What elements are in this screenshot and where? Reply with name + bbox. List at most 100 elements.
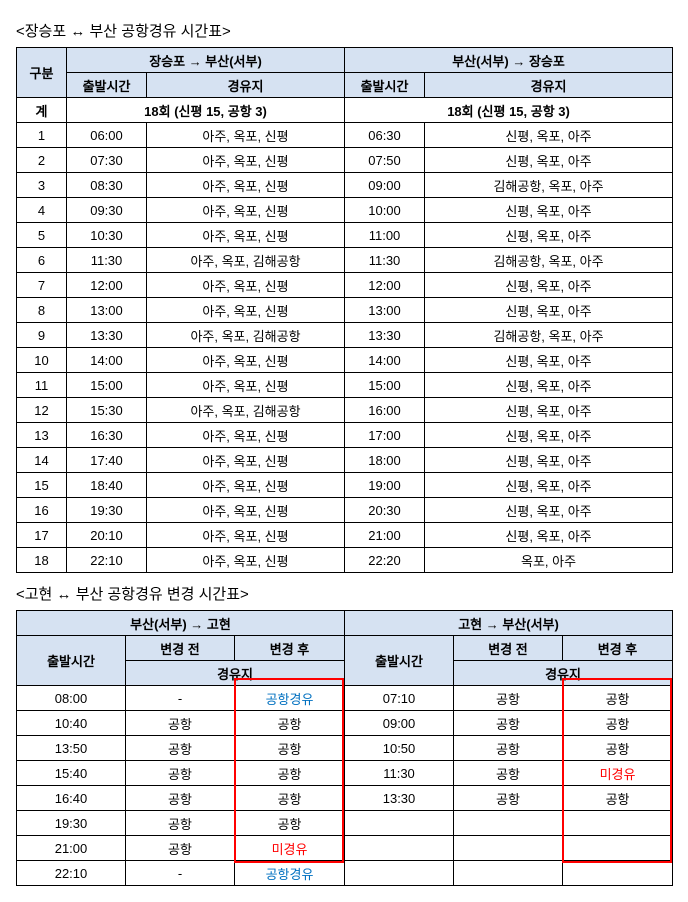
- cell: 10:40: [17, 711, 126, 736]
- cell: [563, 811, 673, 836]
- schedule-table-2: 부산(서부) → 고현 고현 → 부산(서부) 출발시간 변경 전 변경 후 출…: [16, 610, 673, 886]
- cell: 공항: [235, 761, 345, 786]
- cell: 신평, 옥포, 아주: [425, 423, 673, 448]
- col-depart2: 출발시간: [345, 73, 425, 98]
- cell: 11:00: [345, 223, 425, 248]
- table-row: 106:00아주, 옥포, 신평06:30신평, 옥포, 아주: [17, 123, 673, 148]
- cell: 김해공항, 옥포, 아주: [425, 173, 673, 198]
- cell: 12:00: [67, 273, 147, 298]
- t2-dir1: 부산(서부) → 고현: [17, 611, 345, 636]
- cell: 신평, 옥포, 아주: [425, 223, 673, 248]
- cell: 공항: [454, 736, 563, 761]
- cell: 13:30: [345, 786, 454, 811]
- cell: -: [126, 861, 235, 886]
- cell: 공항: [126, 836, 235, 861]
- cell: 아주, 옥포, 김해공항: [147, 398, 345, 423]
- cell: 아주, 옥포, 신평: [147, 498, 345, 523]
- cell: 아주, 옥포, 김해공항: [147, 248, 345, 273]
- cell: 15:00: [67, 373, 147, 398]
- t2-via1: 경유지: [126, 661, 345, 686]
- cell: 신평, 옥포, 아주: [425, 148, 673, 173]
- cell: 17:40: [67, 448, 147, 473]
- t2-via2: 경유지: [454, 661, 673, 686]
- cell: 21:00: [17, 836, 126, 861]
- table-row: 22:10-공항경유: [17, 861, 673, 886]
- cell: 13:00: [67, 298, 147, 323]
- cell: 공항경유: [235, 686, 345, 711]
- cell: 17: [17, 523, 67, 548]
- cell: 2: [17, 148, 67, 173]
- table-row: 913:30아주, 옥포, 김해공항13:30김해공항, 옥포, 아주: [17, 323, 673, 348]
- cell: 09:00: [345, 711, 454, 736]
- cell: 18: [17, 548, 67, 573]
- cell: 아주, 옥포, 신평: [147, 273, 345, 298]
- table-row: 13:50공항공항10:50공항공항: [17, 736, 673, 761]
- t2-after1: 변경 후: [235, 636, 345, 661]
- cell: 15:40: [17, 761, 126, 786]
- table-row: 1822:10아주, 옥포, 신평22:20옥포, 아주: [17, 548, 673, 573]
- t2-depart1: 출발시간: [17, 636, 126, 686]
- table-row: 207:30아주, 옥포, 신평07:50신평, 옥포, 아주: [17, 148, 673, 173]
- cell: 신평, 옥포, 아주: [425, 123, 673, 148]
- cell: 미경유: [235, 836, 345, 861]
- cell: 공항경유: [235, 861, 345, 886]
- t2-before1: 변경 전: [126, 636, 235, 661]
- cell: 10:00: [345, 198, 425, 223]
- cell-gae: 계: [17, 98, 67, 123]
- cell: 18:00: [345, 448, 425, 473]
- cell: 공항: [126, 761, 235, 786]
- table-row: 1215:30아주, 옥포, 김해공항16:00신평, 옥포, 아주: [17, 398, 673, 423]
- cell: 3: [17, 173, 67, 198]
- cell: 아주, 옥포, 김해공항: [147, 323, 345, 348]
- col-dir1: 장승포 → 부산(서부): [67, 48, 345, 73]
- cell: 8: [17, 298, 67, 323]
- table-row: 15:40공항공항11:30공항미경유: [17, 761, 673, 786]
- table-row: 1316:30아주, 옥포, 신평17:00신평, 옥포, 아주: [17, 423, 673, 448]
- table-row: 1619:30아주, 옥포, 신평20:30신평, 옥포, 아주: [17, 498, 673, 523]
- cell: 12:00: [345, 273, 425, 298]
- cell: 공항: [454, 761, 563, 786]
- t2-depart2: 출발시간: [345, 636, 454, 686]
- table-row: 409:30아주, 옥포, 신평10:00신평, 옥포, 아주: [17, 198, 673, 223]
- cell: 아주, 옥포, 신평: [147, 423, 345, 448]
- cell: 공항: [126, 811, 235, 836]
- col-depart1: 출발시간: [67, 73, 147, 98]
- table-row: 21:00공항미경유: [17, 836, 673, 861]
- cell: 14:00: [345, 348, 425, 373]
- cell: 아주, 옥포, 신평: [147, 548, 345, 573]
- cell: 공항: [563, 711, 673, 736]
- cell-summary2: 18회 (신평 15, 공항 3): [345, 98, 673, 123]
- cell: 아주, 옥포, 신평: [147, 448, 345, 473]
- cell: 공항: [126, 736, 235, 761]
- cell: 1: [17, 123, 67, 148]
- col-via1: 경유지: [147, 73, 345, 98]
- cell: 13:30: [67, 323, 147, 348]
- cell: [345, 836, 454, 861]
- cell: 08:00: [17, 686, 126, 711]
- cell: 신평, 옥포, 아주: [425, 298, 673, 323]
- cell: 19:00: [345, 473, 425, 498]
- cell: [454, 811, 563, 836]
- cell: 13:50: [17, 736, 126, 761]
- cell: 공항: [454, 686, 563, 711]
- cell: 15: [17, 473, 67, 498]
- cell: 공항: [235, 811, 345, 836]
- cell: 13:30: [345, 323, 425, 348]
- cell: 아주, 옥포, 신평: [147, 373, 345, 398]
- cell: 16:00: [345, 398, 425, 423]
- summary-row: 계 18회 (신평 15, 공항 3) 18회 (신평 15, 공항 3): [17, 98, 673, 123]
- cell: 11:30: [67, 248, 147, 273]
- table-row: 1014:00아주, 옥포, 신평14:00신평, 옥포, 아주: [17, 348, 673, 373]
- cell: 4: [17, 198, 67, 223]
- cell: 아주, 옥포, 신평: [147, 523, 345, 548]
- cell: 09:30: [67, 198, 147, 223]
- table-row: 1720:10아주, 옥포, 신평21:00신평, 옥포, 아주: [17, 523, 673, 548]
- table2-title: <고현 ↔ 부산 공항경유 변경 시간표>: [16, 583, 672, 604]
- cell: 22:10: [17, 861, 126, 886]
- col-dir2: 부산(서부) → 장승포: [345, 48, 673, 73]
- cell: 11:30: [345, 248, 425, 273]
- cell: 14: [17, 448, 67, 473]
- table-row: 813:00아주, 옥포, 신평13:00신평, 옥포, 아주: [17, 298, 673, 323]
- cell: 신평, 옥포, 아주: [425, 348, 673, 373]
- cell: 미경유: [563, 761, 673, 786]
